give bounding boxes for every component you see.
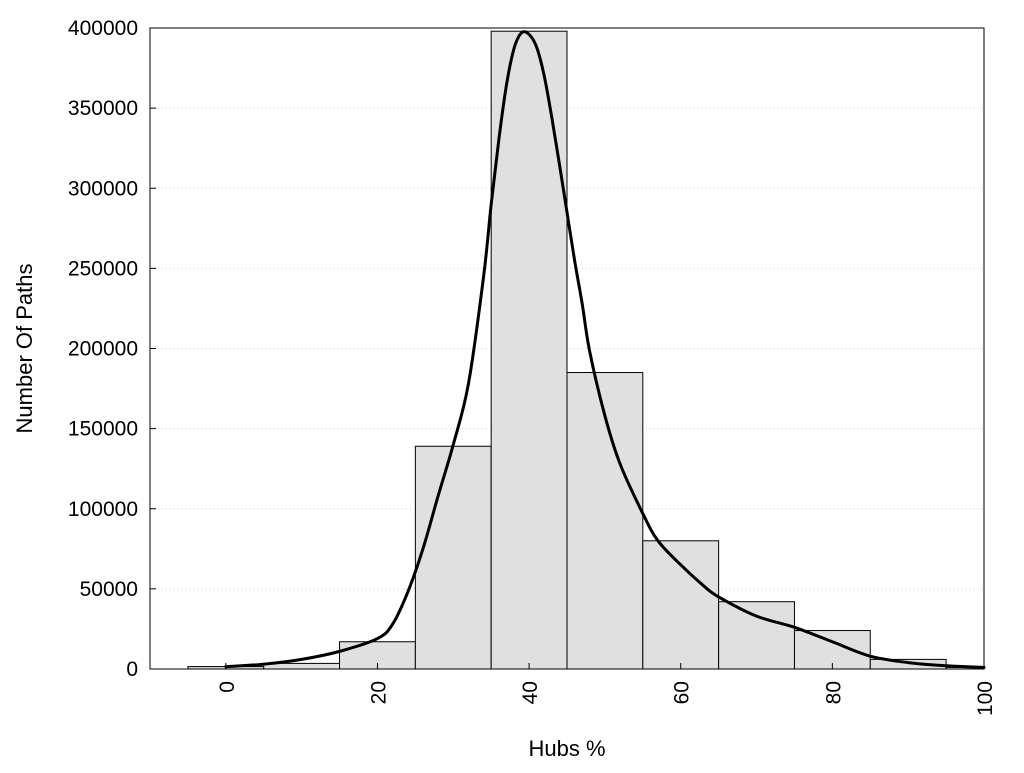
bar-30 [414, 445, 492, 670]
y-tick-label-4: 200000 [68, 338, 138, 361]
bar-40 [490, 30, 568, 670]
x-tick-label-1: 20 [367, 681, 390, 704]
histogram-bars [187, 30, 985, 670]
y-axis-ticks: 0 50000 100000 150000 200000 250000 300000 3500… [68, 17, 156, 681]
x-axis-ticks: 0 20 40 60 80 100 [216, 663, 997, 716]
y-axis-label: Number Of Paths [12, 264, 37, 434]
x-tick-label-4: 80 [822, 681, 845, 704]
y-tick-label-1: 50000 [80, 578, 138, 601]
x-axis-label: Hubs % [528, 736, 605, 761]
y-tick-label-7: 350000 [68, 97, 138, 120]
bar-80 [793, 630, 871, 670]
y-tick-label-2: 100000 [68, 498, 138, 521]
y-tick-label-0: 0 [126, 658, 138, 681]
x-tick-label-3: 60 [671, 681, 694, 704]
y-tick-label-6: 300000 [68, 177, 138, 200]
bar-50 [566, 372, 644, 670]
density-curve [224, 30, 986, 669]
bar-70 [718, 601, 795, 670]
y-tick-label-5: 250000 [68, 257, 138, 280]
x-tick-label-5: 100 [974, 681, 997, 716]
x-tick-label-0: 0 [216, 681, 239, 693]
bar-60 [642, 540, 720, 670]
density-curve-group [224, 30, 986, 669]
y-tick-label-8: 400000 [68, 17, 138, 40]
y-tick-label-3: 150000 [68, 418, 138, 441]
x-tick-label-2: 40 [519, 681, 542, 704]
